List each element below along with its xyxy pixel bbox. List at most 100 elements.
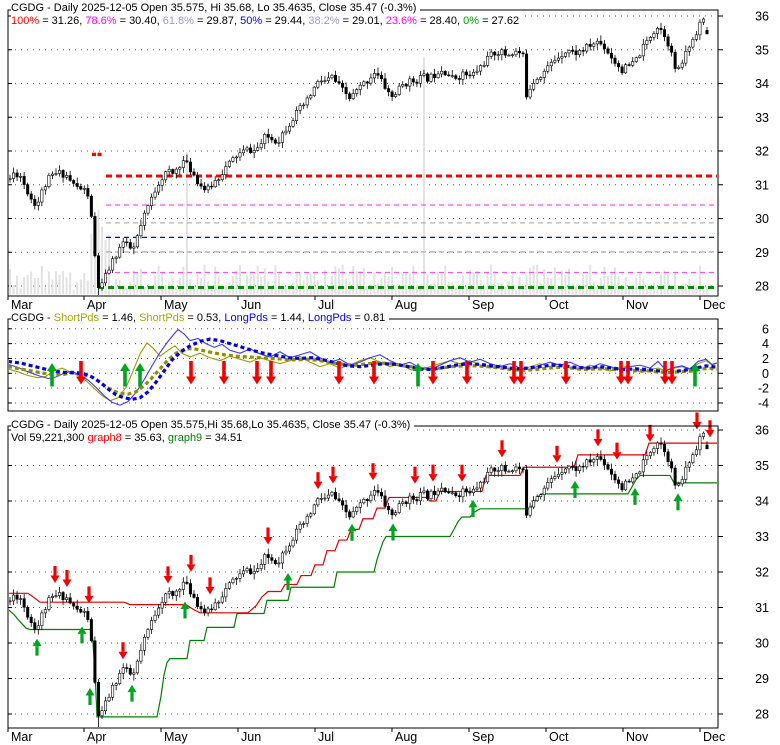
volume-bar [115,279,118,295]
candle-body [673,467,677,486]
candle-body [89,195,93,217]
volume-bar [369,283,372,295]
candle-body [252,150,256,154]
candle-body [72,180,76,184]
volume-bar [670,288,673,295]
candle-body [213,602,217,610]
candle-body [284,130,288,134]
candle-body [93,216,97,257]
sell-arrow [428,474,438,482]
volume-bar [667,275,670,295]
volume-bar [316,280,319,295]
candle-body [167,169,171,173]
volume-bar [546,277,549,295]
candle-body [227,160,231,167]
sell-arrow [705,429,715,438]
candle-body [450,75,454,77]
candle-body [114,683,118,686]
candle-body [104,273,108,284]
panel2-symbol: CGDG - [11,312,54,324]
volume-bar [263,268,266,295]
candle-body [125,667,129,669]
candle-body [220,174,224,180]
sell-arrow-shaft [121,642,125,652]
candle-body [613,473,617,481]
volume-bar [454,288,457,295]
sell-arrow-shaft [465,361,469,377]
candle-body [659,442,663,445]
x-axis-month-label: Jul [318,298,334,312]
sell-arrow [205,586,215,595]
volume-bar [564,274,567,295]
candle-body [411,78,415,83]
candle-body [68,597,72,604]
candle-body [574,50,578,55]
candle-body [606,464,610,470]
candle-body [539,77,543,80]
candle-body [404,501,408,505]
candle-body [617,479,621,484]
candle-body [36,625,40,630]
volume-bar [139,268,142,295]
panel3-month-axis: Mar Apr May Jun Jul Aug Sep Oct Nov Dec [7,728,725,744]
volume-bar [309,273,312,295]
candle-body [613,57,617,64]
volume-bar [327,286,330,295]
volume-bar [444,265,447,295]
volume-bar [706,287,708,295]
buy-arrow [32,638,42,647]
sell-arrow-shaft [255,361,259,377]
candle-body [334,491,338,500]
volume-bar [256,265,259,295]
volume-bar [341,264,344,295]
volume-bar [90,234,93,295]
candle-body [121,667,125,674]
candle-body [588,44,592,47]
candle-body [468,74,472,77]
candle-body [493,467,497,472]
candle-body [196,597,200,607]
x-axis-month-label: Aug [395,298,417,312]
panel1-fib-legend: 100% = 31.26, 78.6% = 30.40, 61.8% = 29.… [11,15,524,27]
volume-bar [394,285,397,295]
sell-arrow [62,579,72,588]
candle-body [379,75,383,79]
sell-arrow-shaft [79,361,83,377]
indicator-value: = 0.81 [351,312,386,324]
y-axis-label: 29 [755,672,769,686]
volume-bar [132,270,135,295]
volume-bar [274,265,277,295]
candle-body [107,696,111,702]
candle-body [471,71,475,76]
candle-body [418,75,422,84]
candle-body [89,619,93,642]
candle-body [595,40,599,45]
candle-body [242,570,246,575]
candle-body [351,511,355,518]
candle-body [514,466,518,472]
candle-body [397,85,401,95]
sell-arrow [428,376,438,385]
candle-body [43,186,47,191]
sell-arrow [616,376,626,385]
y-axis-label: 34 [755,77,769,91]
candle-body [326,77,330,82]
candle-body [309,513,313,517]
volume-bar [543,268,546,295]
oscillator-line-shortpds-2 [9,346,717,396]
volume-bar [472,272,475,295]
volume-bar [108,235,111,295]
candle-body [556,473,560,477]
indicator-value: = 1.44, [267,312,308,324]
candle-body [503,49,507,56]
candle-body [468,491,472,494]
volume-bar [54,270,57,295]
candle-body [479,65,483,72]
volume-bar [461,275,464,295]
fib-level-value: = 29.44, [262,15,309,27]
candle-body [670,461,674,469]
panel1-candles [9,17,709,295]
candle-body [365,81,369,84]
